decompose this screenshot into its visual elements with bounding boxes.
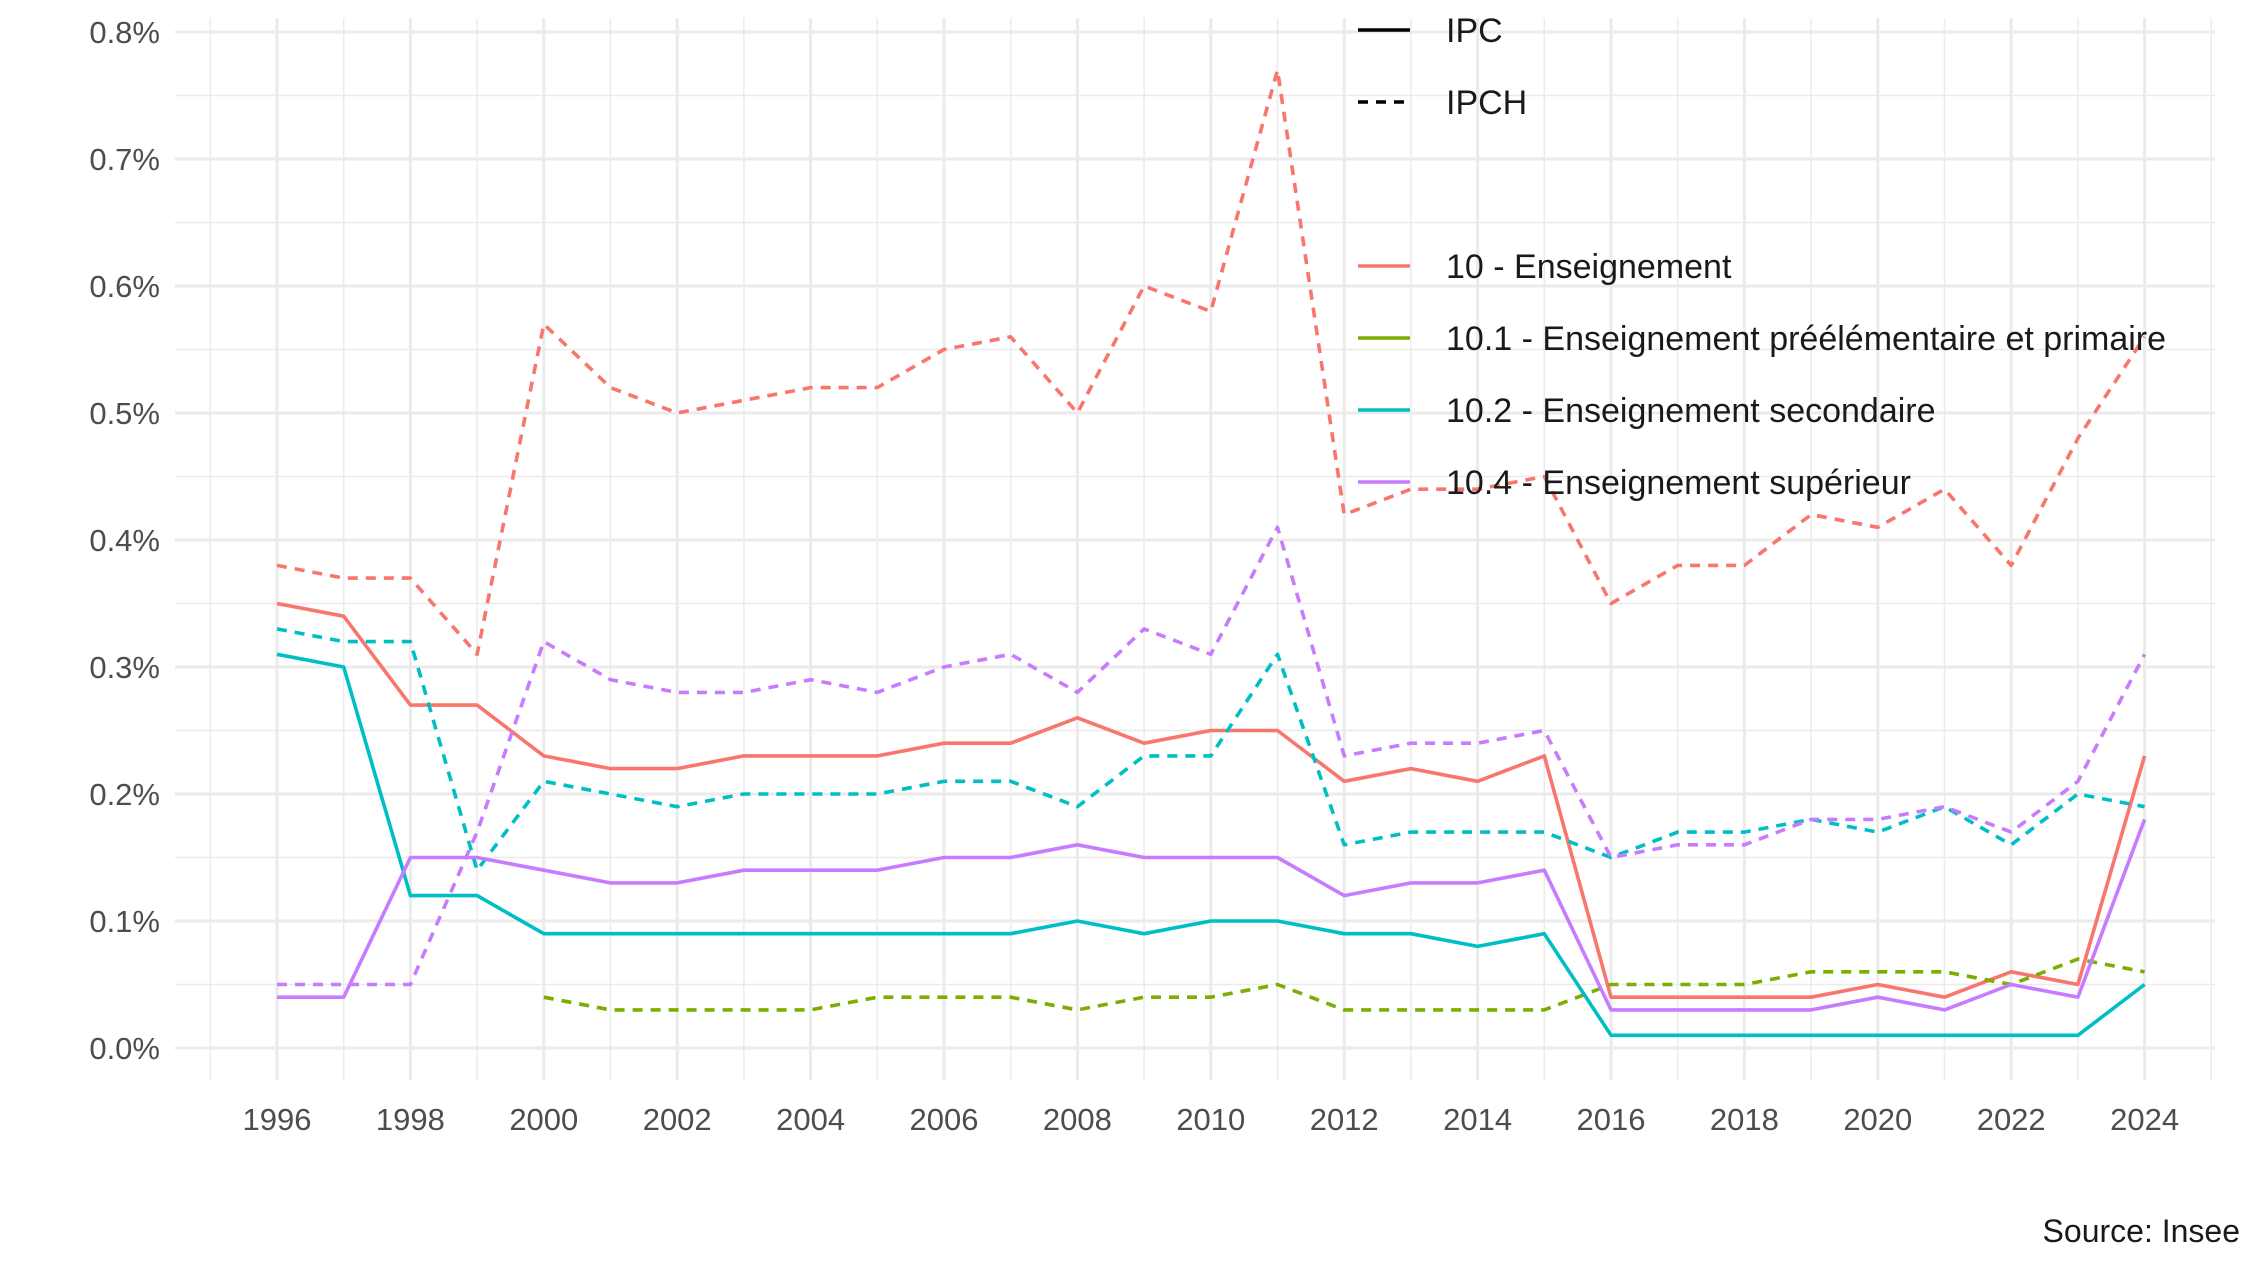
series-lines [276, 68, 2147, 1038]
legend-label: 10.1 - Enseignement préélémentaire et pr… [1446, 320, 2166, 358]
legend-label-ipc: IPC [1446, 12, 1503, 50]
x-tick-label: 1998 [376, 1102, 445, 1137]
x-tick-label: 2020 [1843, 1102, 1912, 1137]
x-tick-label: 1996 [243, 1102, 312, 1137]
legend: IPC IPCH 10 - Enseignement 10.1 - Enseigne… [1358, 12, 2166, 502]
color-legend: 10 - Enseignement 10.1 - Enseignement pré… [1358, 248, 2166, 502]
x-tick-label: 2000 [509, 1102, 578, 1137]
series-line-10-2-ipch [276, 627, 2145, 872]
series-line-10-2-ipc [276, 652, 2146, 1038]
x-tick-label: 2014 [1443, 1102, 1512, 1137]
x-tick-label: 2024 [2110, 1102, 2179, 1137]
x-tick-label: 2018 [1710, 1102, 1779, 1137]
linetype-legend: IPC IPCH [1358, 12, 1527, 122]
x-tick-label: 2002 [643, 1102, 712, 1137]
x-tick-label: 2016 [1577, 1102, 1646, 1137]
x-tick-label: 2010 [1176, 1102, 1245, 1137]
series-line-10-1-ipch [543, 957, 2145, 1012]
legend-label-ipch: IPCH [1446, 84, 1527, 122]
x-axis-tick-labels: 1996 1998 2000 2002 2004 2006 2008 2010 2012 2014… [243, 1102, 2180, 1137]
x-tick-label: 2022 [1977, 1102, 2046, 1137]
y-tick-label: 0.1% [89, 904, 160, 939]
legend-label: 10.2 - Enseignement secondaire [1446, 392, 1936, 430]
x-tick-label: 2004 [776, 1102, 845, 1137]
legend-label: 10 - Enseignement [1446, 248, 1732, 286]
y-tick-label: 0.3% [89, 650, 160, 685]
major-gridlines [175, 18, 2215, 1080]
y-tick-label: 0.0% [89, 1031, 160, 1066]
series-line-10-ipch [276, 68, 2147, 657]
y-tick-label: 0.7% [89, 142, 160, 177]
source-caption: Source: Insee [2043, 1213, 2240, 1249]
x-tick-label: 2008 [1043, 1102, 1112, 1137]
y-tick-label: 0.6% [89, 269, 160, 304]
series-line-10-ipc [276, 601, 2147, 999]
y-tick-label: 0.2% [89, 777, 160, 812]
series-line-10-4-ipch [277, 525, 2147, 987]
x-tick-label: 2006 [910, 1102, 979, 1137]
x-tick-label: 2012 [1310, 1102, 1379, 1137]
y-tick-label: 0.4% [89, 523, 160, 558]
y-tick-label: 0.8% [89, 15, 160, 50]
y-tick-label: 0.5% [89, 396, 160, 431]
legend-label: 10.4 - Enseignement supérieur [1446, 464, 1911, 502]
y-axis-tick-labels: 0.0% 0.1% 0.2% 0.3% 0.4% 0.5% 0.6% 0.7% 0.8% [89, 15, 160, 1066]
series-line-10-4-ipc [277, 818, 2147, 1012]
